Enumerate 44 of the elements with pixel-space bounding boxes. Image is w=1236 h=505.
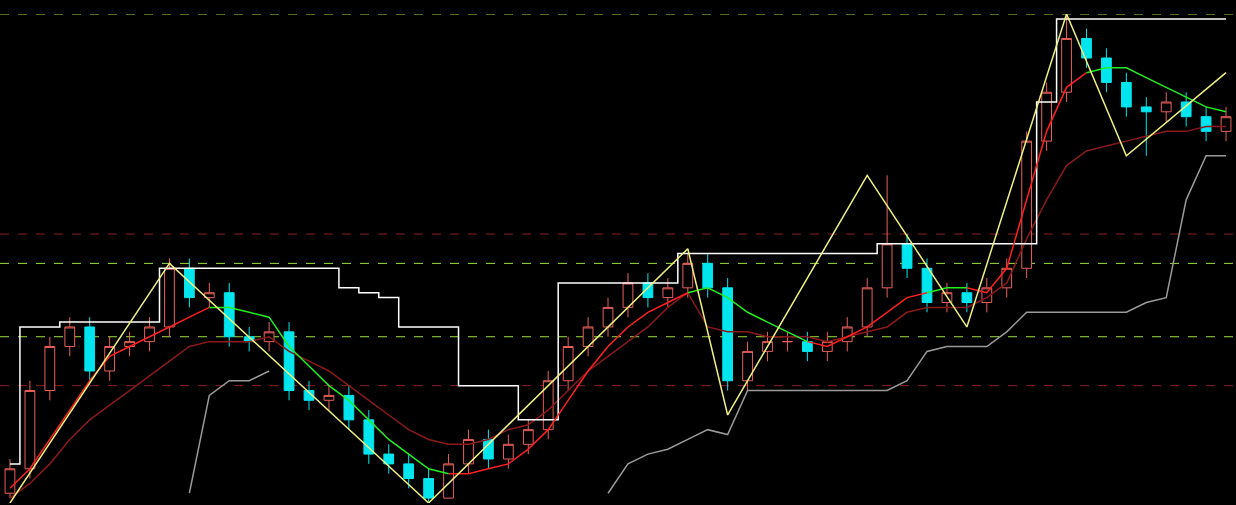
candlestick [1220,106,1232,142]
candlestick [423,468,434,503]
candlestick [24,380,36,480]
candlestick [881,174,893,299]
candlestick [782,331,793,352]
candlestick [323,385,335,411]
candlestick [184,258,195,308]
candlestick [403,453,415,489]
candlestick [363,409,375,465]
candlestick [921,258,933,313]
candlestick [961,282,973,313]
candlestick [343,385,355,431]
candlestick [682,253,694,299]
candlestick [1200,106,1212,142]
candlestick [1061,14,1072,103]
candlestick [1101,47,1112,93]
candlestick [283,321,295,401]
candlestick [84,316,96,382]
candlestick [622,272,634,318]
candlestick [861,277,873,338]
candlestick [1160,91,1172,123]
candlestick [742,341,753,392]
candlestick [463,429,474,475]
candlestick [1081,28,1092,69]
candlestick [223,282,235,348]
candlestick [1021,130,1033,279]
candlestick [562,336,574,392]
candlestick [203,282,215,308]
candlestick [44,336,56,401]
candlestick [901,233,913,279]
candlestick [4,458,16,499]
candlestick [383,443,395,475]
candlestick [522,419,534,455]
candlestick [702,253,714,299]
candlestick [722,277,734,392]
candlestick [602,297,614,338]
candlestick [64,316,76,357]
candlestick [1120,72,1132,118]
candlestick [1140,96,1152,157]
candlestick [164,258,175,338]
candlestick [502,434,514,470]
candlestick [802,331,813,362]
candlestick [662,277,674,308]
candlestick [582,316,594,357]
